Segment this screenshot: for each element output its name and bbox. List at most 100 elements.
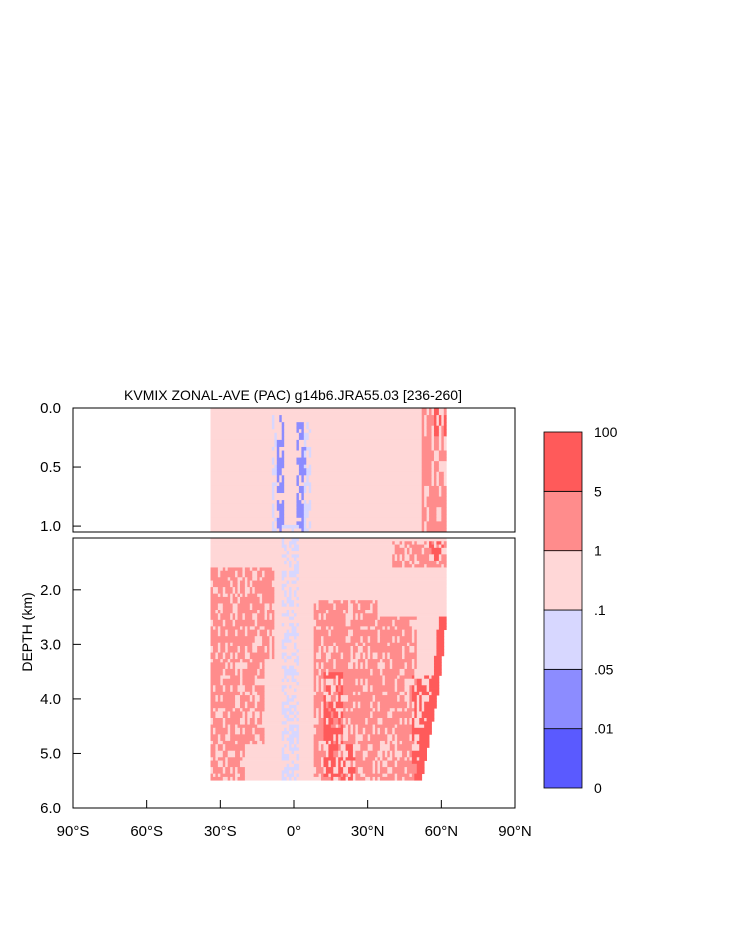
field-cell — [296, 557, 393, 562]
field-cell — [323, 731, 344, 735]
field-cell — [321, 688, 324, 693]
field-cell — [318, 721, 324, 725]
field-cell — [375, 731, 378, 735]
field-cell — [365, 659, 369, 663]
field-cell — [421, 454, 435, 458]
field-cell — [389, 659, 393, 663]
field-cell — [244, 613, 253, 617]
field-cell — [308, 436, 423, 441]
field-cell — [399, 544, 405, 549]
field-cell — [343, 708, 346, 712]
field-cell — [298, 659, 315, 663]
field-cell — [397, 557, 400, 562]
field-cell — [318, 646, 322, 650]
field-cell — [411, 727, 432, 732]
field-cell — [274, 461, 278, 466]
field-cell — [294, 603, 297, 608]
field-cell — [406, 642, 410, 647]
field-cell — [210, 649, 214, 653]
field-cell — [343, 672, 371, 676]
field-cell — [279, 450, 283, 455]
field-cell — [404, 685, 410, 689]
field-cell — [406, 767, 418, 771]
field-cell — [355, 750, 364, 755]
field-cell — [220, 734, 226, 739]
field-cell — [215, 711, 224, 716]
field-cell — [281, 425, 285, 430]
field-cell — [230, 770, 234, 775]
field-cell — [394, 636, 398, 640]
field-cell — [323, 662, 334, 667]
field-cell — [284, 475, 297, 480]
y-tick-label: 1.0 — [40, 518, 61, 535]
field-cell — [421, 503, 425, 508]
field-cell — [294, 564, 300, 568]
field-cell — [237, 590, 241, 595]
field-cell — [230, 580, 234, 585]
field-cell — [220, 737, 226, 742]
field-cell — [313, 688, 317, 693]
field-cell — [389, 665, 393, 670]
field-cell — [210, 642, 219, 647]
field-cell — [411, 701, 415, 706]
field-cell — [284, 489, 300, 494]
field-cell — [377, 776, 381, 781]
colorbar-swatch — [543, 668, 583, 730]
field-cell — [286, 583, 447, 588]
field-cell — [414, 740, 418, 745]
field-cell — [338, 695, 342, 699]
field-cell — [414, 554, 418, 559]
field-cell — [328, 704, 334, 709]
field-cell — [259, 668, 265, 673]
field-cell — [409, 688, 413, 693]
field-cell — [362, 652, 366, 657]
field-cell — [289, 665, 295, 670]
field-cell — [355, 770, 359, 775]
field-cell — [387, 763, 396, 768]
field-cell — [313, 646, 319, 650]
field-cell — [436, 422, 440, 427]
field-cell — [335, 678, 339, 683]
field-cell — [291, 678, 297, 683]
field-cell — [443, 432, 447, 437]
field-cell — [257, 721, 263, 725]
field-cell — [348, 698, 373, 703]
field-cell — [424, 541, 427, 545]
field-cell — [328, 626, 332, 631]
field-cell — [350, 636, 361, 640]
field-cell — [284, 714, 290, 719]
field-cell — [372, 760, 376, 765]
field-cell — [291, 590, 295, 595]
field-cell — [438, 468, 447, 473]
field-cell — [220, 646, 226, 650]
field-cell — [421, 422, 425, 427]
field-cell — [210, 471, 273, 476]
field-cell — [296, 776, 322, 781]
field-cell — [357, 659, 366, 663]
field-cell — [411, 541, 415, 545]
field-cell — [362, 685, 369, 689]
field-cell — [217, 626, 221, 631]
field-cell — [220, 682, 224, 686]
field-cell — [274, 510, 280, 515]
field-cell — [404, 721, 408, 725]
field-cell — [217, 740, 224, 745]
field-cell — [438, 554, 442, 559]
field-cell — [402, 655, 405, 660]
field-cell — [387, 767, 393, 771]
field-cell — [377, 655, 383, 660]
field-cell — [244, 773, 283, 778]
field-cell — [402, 564, 405, 568]
field-cell — [389, 750, 393, 755]
field-cell — [284, 668, 297, 673]
field-cell — [259, 737, 265, 742]
field-cell — [210, 544, 283, 549]
field-cell — [212, 731, 216, 735]
field-cell — [298, 773, 315, 778]
field-cell — [404, 646, 410, 650]
field-cell — [266, 632, 270, 637]
field-cell — [271, 528, 278, 533]
field-cell — [247, 665, 261, 670]
field-cell — [387, 773, 396, 778]
field-cell — [215, 698, 219, 703]
